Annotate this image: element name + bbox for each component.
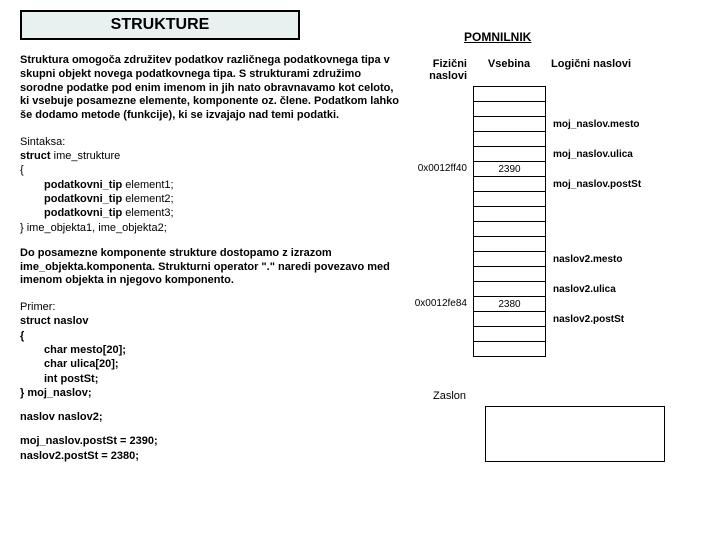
memory-row: naslov2.mesto [395, 236, 705, 251]
memory-cell [474, 207, 546, 222]
memory-cell: 2390 [474, 162, 546, 177]
memory-row [395, 206, 705, 221]
memory-row [395, 251, 705, 266]
memory-row: moj_naslov.ulica [395, 131, 705, 146]
title-box: STRUKTURE [20, 10, 300, 40]
memory-cell [474, 102, 546, 117]
memory-row: moj_naslov.mesto [395, 101, 705, 116]
memory-row [395, 191, 705, 206]
memory-cell [474, 267, 546, 282]
memory-row: naslov2.ulica [395, 266, 705, 281]
memory-row [395, 176, 705, 191]
memory-cell [474, 117, 546, 132]
memory-cell [474, 237, 546, 252]
memory-cell: 2380 [474, 297, 546, 312]
memory-cell [474, 132, 546, 147]
memory-cell [474, 222, 546, 237]
paragraph-2: Do posamezne komponente strukture dostop… [20, 247, 400, 288]
memory-row [395, 146, 705, 161]
zaslon-area: Zaslon [395, 390, 665, 462]
memory-cell [474, 312, 546, 327]
header-fizicni: Fizični naslovi [395, 58, 473, 82]
memory-cell [474, 282, 546, 297]
memory-cell [474, 342, 546, 357]
memory-row: 0x0012fe842380naslov2.postSt [395, 296, 705, 311]
memory-cell [474, 177, 546, 192]
header-logicni: Logični naslovi [545, 58, 695, 82]
memory-row [395, 116, 705, 131]
example-block: Primer: struct naslov { char mesto[20]; … [20, 300, 400, 463]
header-vsebina: Vsebina [473, 58, 545, 82]
memory-row [395, 326, 705, 341]
left-column: Struktura omogoča združitev podatkov raz… [20, 54, 400, 463]
memory-cell [474, 327, 546, 342]
memory-cell [474, 252, 546, 267]
zaslon-label: Zaslon [433, 390, 665, 402]
memory-row [395, 341, 705, 356]
paragraph-1: Struktura omogoča združitev podatkov raz… [20, 54, 400, 123]
memory-row [395, 86, 705, 101]
memory-diagram: Fizični naslovi Vsebina Logični naslovi … [395, 58, 705, 356]
memory-row [395, 221, 705, 236]
memory-rows: moj_naslov.mesto moj_naslov.ulica 0x0012ff… [395, 86, 705, 356]
physical-address: 0x0012fe84 [395, 296, 473, 311]
memory-cell [474, 192, 546, 207]
memory-cell [474, 87, 546, 102]
syntax-label: Sintaksa: [20, 135, 400, 149]
memory-cell [474, 147, 546, 162]
page-title: STRUKTURE [32, 16, 288, 34]
pomnilnik-label: POMNILNIK [464, 30, 531, 44]
memory-row: 0x0012ff402390moj_naslov.postSt [395, 161, 705, 176]
syntax-block: Sintaksa: struct ime_strukture { podatko… [20, 135, 400, 235]
memory-row [395, 311, 705, 326]
zaslon-box [485, 406, 665, 462]
example-label: Primer: [20, 300, 400, 314]
memory-row [395, 281, 705, 296]
physical-address: 0x0012ff40 [395, 161, 473, 176]
